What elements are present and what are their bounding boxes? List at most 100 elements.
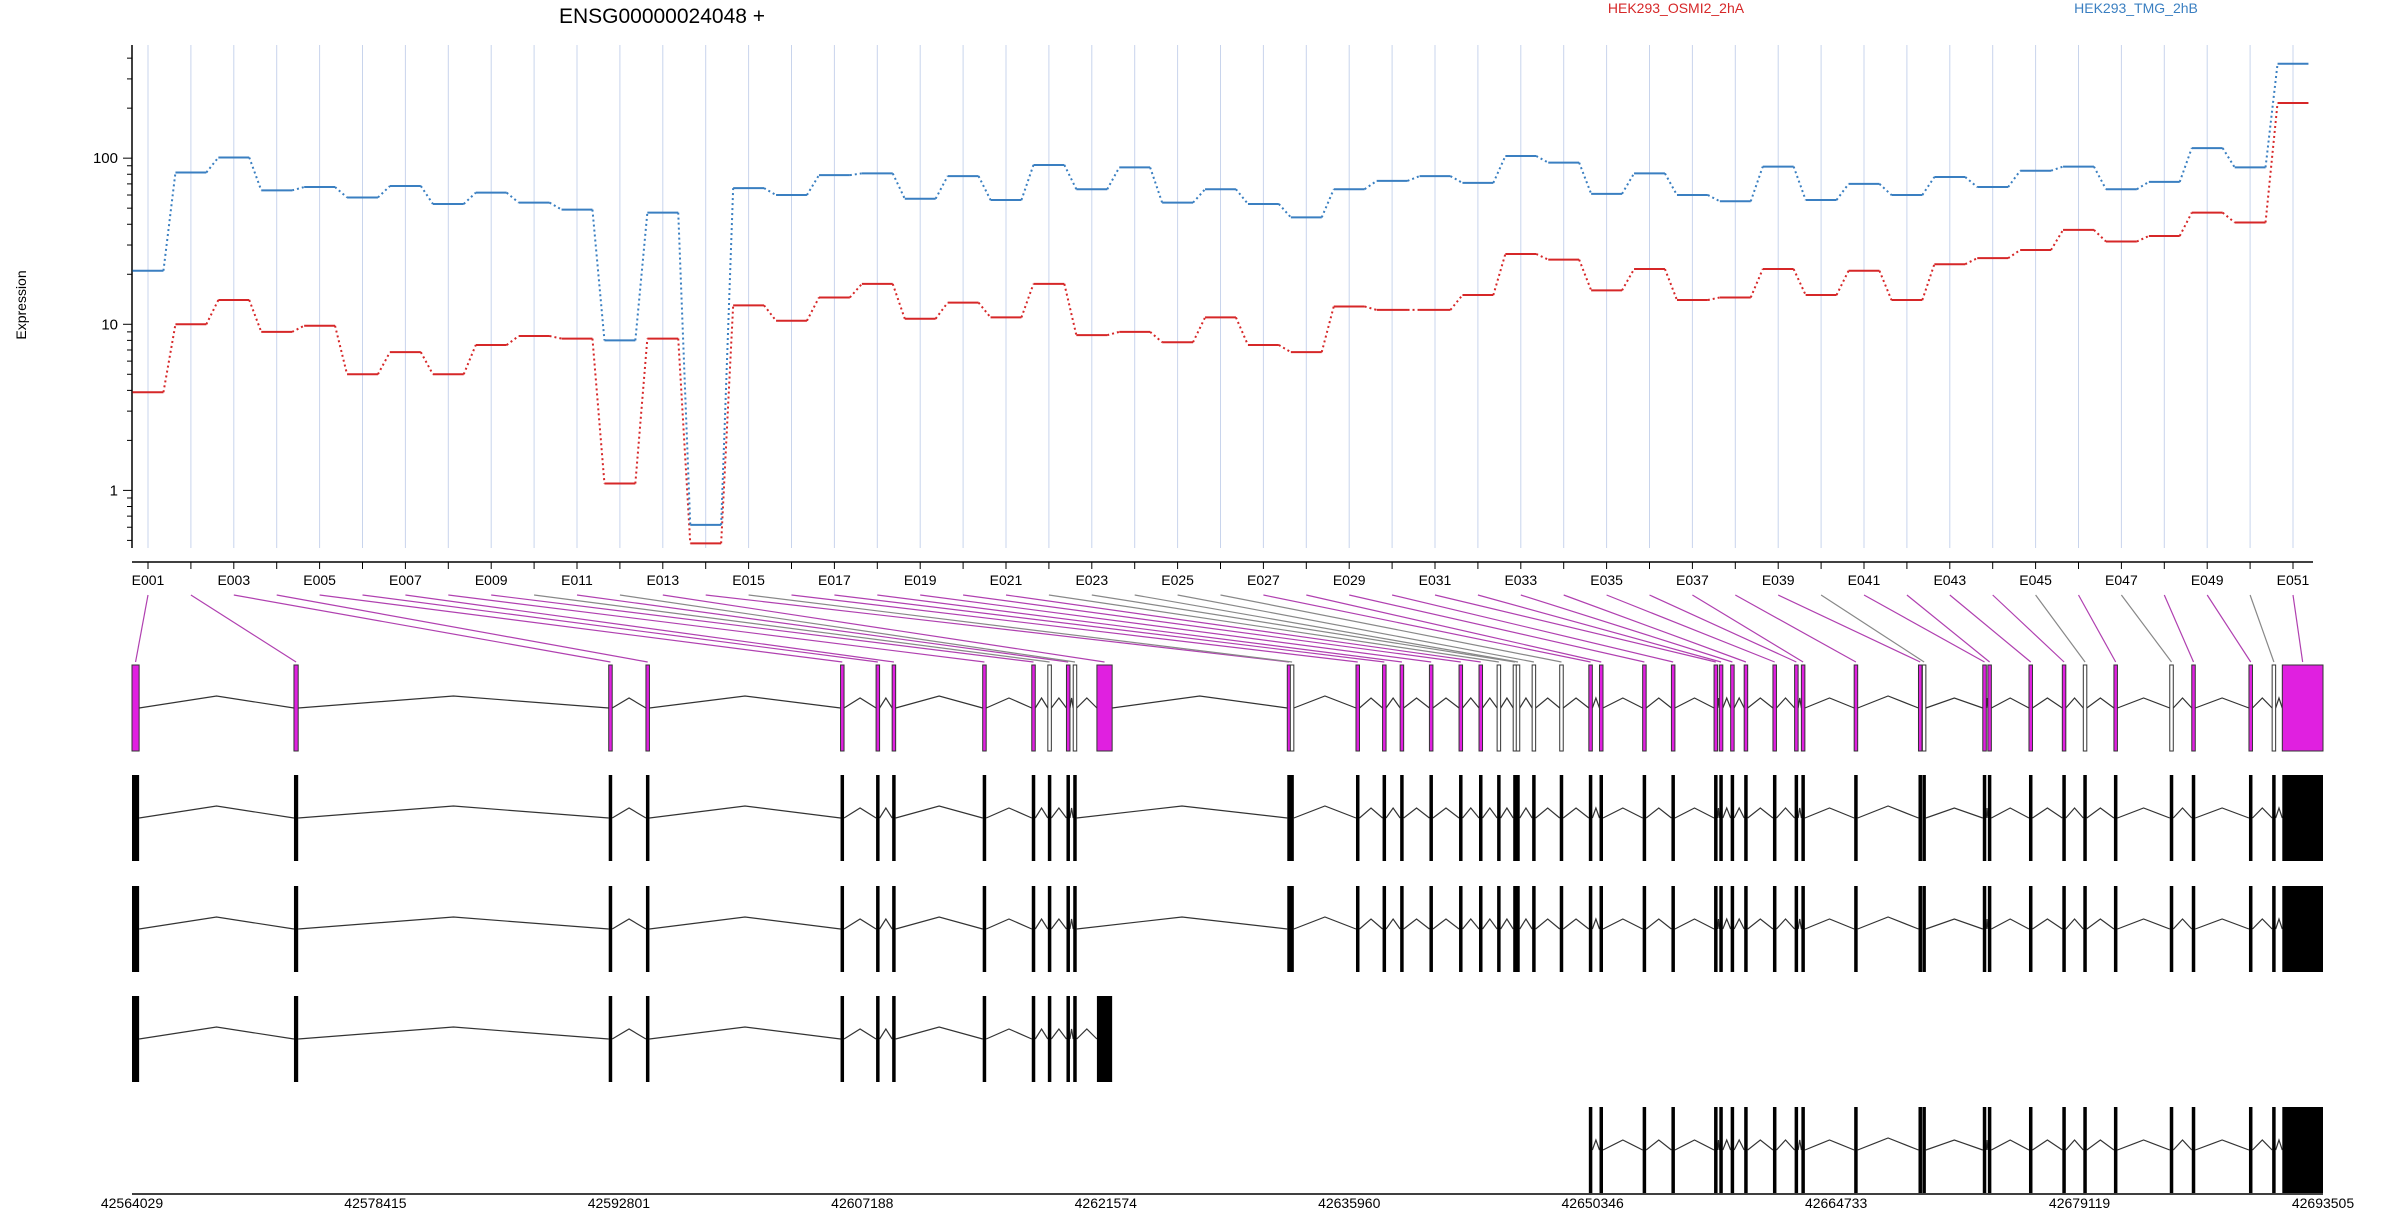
exon-connector-line [2077, 594, 2117, 663]
exon-connector-line [2035, 594, 2086, 663]
exon-block [293, 664, 299, 752]
transcript-exon-block [1987, 886, 1992, 972]
exon-block [1794, 664, 1799, 752]
intron-line [1674, 918, 1715, 930]
exon-connector-line [190, 594, 297, 663]
intron-line [1462, 918, 1480, 930]
series-connector [1407, 175, 1420, 182]
intron-line [1804, 697, 1855, 709]
series-connector [377, 351, 391, 375]
intron-line [2086, 807, 2115, 819]
intron-line [1602, 1139, 1643, 1151]
series-connector [2178, 147, 2193, 183]
intron-line [1462, 697, 1480, 709]
genome-tick-label: 42578415 [344, 1195, 407, 1210]
exon-block [1355, 664, 1360, 752]
series-connector [1964, 257, 1978, 266]
exon-tick-label: E035 [1590, 572, 1623, 588]
intron-line [1674, 697, 1715, 709]
transcript-exon-block [1744, 1107, 1748, 1193]
transcript-exon-block [608, 996, 613, 1082]
transcript-exon-block [1642, 886, 1647, 972]
y-axis-label: Expression [13, 270, 29, 339]
intron-line [1925, 807, 1983, 819]
legend-label-series-1: HEK293_OSMI2_2hA [1608, 0, 1745, 16]
series-connector [162, 324, 177, 393]
intron-line [895, 1026, 983, 1040]
transcript-exon-block [1096, 996, 1113, 1082]
series-connector [2178, 212, 2193, 237]
intron-line [2086, 1139, 2115, 1151]
exon-block [1559, 664, 1564, 752]
intron-line [2117, 807, 2170, 819]
intron-line [1432, 807, 1460, 819]
intron-line [1991, 697, 2030, 709]
exon-block [1713, 664, 1719, 752]
series-connector [1235, 188, 1249, 205]
series-connector [1364, 305, 1377, 311]
intron-line [879, 917, 893, 930]
exon-block [1382, 664, 1387, 752]
exon-block [2191, 664, 2196, 752]
exon-connector-line [2249, 594, 2275, 663]
series-connector [549, 201, 563, 211]
transcript-exon-block [892, 996, 896, 1082]
exon-connector-line [791, 594, 1358, 663]
transcript-exon-block [1744, 886, 1748, 972]
transcript-exon-block [1459, 775, 1463, 861]
transcript-row [1588, 1107, 2323, 1193]
series-connector [506, 191, 520, 204]
transcript-exon-block [1290, 886, 1294, 972]
intron-line [2275, 917, 2283, 930]
intron-line [1050, 1028, 1067, 1040]
series-connector [1063, 283, 1078, 336]
transcript-exon-block [1497, 775, 1501, 861]
intron-line [1519, 806, 1533, 819]
intron-line [1385, 917, 1401, 930]
transcript-exon-block [132, 886, 140, 972]
intron-line [1797, 807, 1802, 819]
intron-line [611, 807, 647, 819]
intron-line [1645, 1139, 1672, 1151]
intron-line [1535, 918, 1561, 930]
transcript-exon-block [2028, 1107, 2033, 1193]
series-connector [1278, 203, 1292, 219]
intron-line [1359, 697, 1383, 709]
intron-line [1562, 918, 1590, 930]
transcript-exon-block [1516, 775, 1520, 861]
transcript-exon-block [1588, 1107, 1593, 1193]
series-connector [1664, 268, 1678, 301]
series-connector [334, 325, 349, 375]
intron-line [2195, 807, 2250, 819]
series-connector [1278, 344, 1292, 353]
series-connector [677, 212, 692, 525]
intron-line [1069, 697, 1074, 709]
series-connector [1749, 166, 1764, 202]
exon-block [1921, 664, 1927, 752]
transcript-exon-block [1772, 886, 1777, 972]
intron-line [1925, 1139, 1983, 1151]
intron-line [1716, 1139, 1720, 1151]
transcript-exon-block [1987, 1107, 1992, 1193]
exon-connector-line [362, 594, 878, 663]
transcript-exon-block [2113, 1107, 2118, 1193]
transcript-exon-block [1031, 886, 1036, 972]
intron-line [1747, 697, 1774, 709]
transcript-exon-block [1047, 996, 1052, 1082]
transcript-exon-block [1429, 886, 1433, 972]
transcript-exon-block [2113, 886, 2118, 972]
series-connector [1921, 263, 1936, 301]
intron-line [2172, 807, 2193, 819]
exon-block [1670, 664, 1676, 752]
intron-line [985, 1028, 1033, 1040]
exon-connector-line [1949, 594, 2032, 663]
intron-line [1293, 805, 1357, 819]
intron-line [2032, 807, 2063, 819]
exon-connector-line [1091, 594, 1516, 663]
transcript-exon-block [608, 775, 613, 861]
exon-tick-label: E047 [2105, 572, 2138, 588]
genome-tick-label: 42679119 [2049, 1195, 2110, 1210]
transcript-exon-block [2272, 886, 2276, 972]
intron-line [879, 1027, 893, 1040]
exon-connector-line [1777, 594, 1921, 663]
